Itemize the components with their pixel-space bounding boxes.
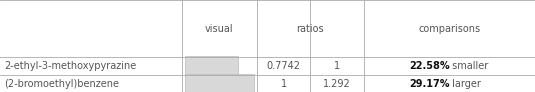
Text: smaller: smaller	[449, 61, 488, 71]
Bar	[185, 56, 238, 76]
Text: ratios: ratios	[296, 24, 324, 33]
Text: 1: 1	[280, 79, 287, 89]
Text: 1.292: 1.292	[323, 79, 351, 89]
Bar	[185, 74, 254, 92]
Text: (2-bromoethyl)benzene: (2-bromoethyl)benzene	[4, 79, 119, 89]
Text: 0.7742: 0.7742	[266, 61, 301, 71]
Text: larger: larger	[449, 79, 482, 89]
Text: 22.58%: 22.58%	[409, 61, 449, 71]
Text: visual: visual	[205, 24, 234, 33]
Text: 2-ethyl-3-methoxypyrazine: 2-ethyl-3-methoxypyrazine	[4, 61, 136, 71]
Text: 1: 1	[334, 61, 340, 71]
Text: comparisons: comparisons	[418, 24, 480, 33]
Text: 29.17%: 29.17%	[409, 79, 449, 89]
